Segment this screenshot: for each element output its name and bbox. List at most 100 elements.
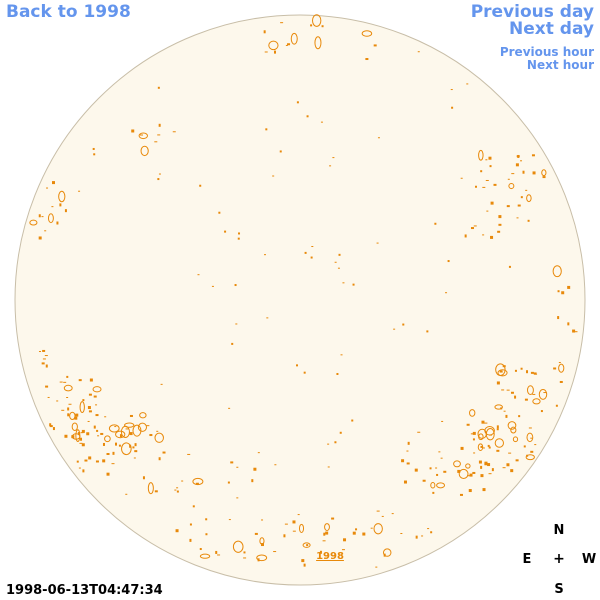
feature-mark (505, 414, 508, 418)
feature-mark (468, 489, 472, 493)
feature-mark (343, 538, 347, 542)
feature-mark (484, 462, 488, 466)
feature-mark (76, 460, 79, 463)
feature-mark (381, 515, 384, 517)
year-marker-link[interactable]: 1998 (316, 551, 344, 562)
feature-mark (119, 434, 122, 438)
feature-contour (478, 433, 484, 441)
feature-mark (118, 444, 121, 447)
feature-mark (332, 157, 335, 159)
feature-mark (438, 451, 441, 453)
feature-mark (530, 450, 534, 453)
feature-contour (494, 438, 504, 448)
feature-mark (406, 462, 410, 465)
feature-mark (74, 416, 78, 420)
feature-contour (430, 481, 436, 489)
feature-mark (311, 246, 314, 248)
feature-mark (231, 342, 234, 345)
back-to-year-link[interactable]: Back to 1998 (6, 2, 131, 22)
feature-mark (485, 179, 489, 181)
feature-mark (287, 43, 291, 46)
feature-mark (342, 282, 345, 284)
feature-mark (71, 435, 75, 439)
feature-mark (92, 147, 95, 150)
feature-mark (528, 427, 532, 429)
feature-contour (290, 32, 298, 45)
feature-mark (195, 482, 199, 485)
compass-center-mark: + (553, 551, 565, 567)
feature-contour (477, 443, 484, 451)
feature-contour (115, 430, 126, 439)
feature-mark (88, 410, 92, 413)
feature-mark (514, 369, 517, 372)
feature-mark (59, 381, 63, 383)
feature-mark (174, 489, 177, 491)
feature-mark (508, 452, 512, 454)
feature-mark (296, 364, 299, 367)
feature-mark (211, 285, 214, 287)
feature-mark (352, 283, 355, 286)
feature-contour (268, 40, 279, 51)
feature-contour (120, 425, 130, 439)
next-hour-link[interactable]: Next hour (526, 58, 594, 72)
feature-mark (205, 518, 208, 521)
feature-mark (93, 395, 97, 398)
feature-mark (377, 137, 380, 139)
feature-mark (555, 404, 558, 407)
feature-mark (542, 176, 546, 179)
feature-mark (516, 155, 520, 158)
feature-mark (567, 322, 570, 326)
feature-mark (158, 123, 161, 127)
feature-mark (340, 354, 343, 356)
feature-mark (81, 429, 85, 433)
feature-mark (334, 441, 337, 444)
feature-mark (403, 480, 407, 484)
feature-mark (52, 427, 55, 431)
feature-mark (156, 430, 159, 432)
feature-contour (538, 389, 548, 400)
feature-contour (256, 554, 268, 562)
feature-mark (445, 292, 448, 294)
next-day-link[interactable]: Next day (509, 19, 594, 39)
feature-mark (84, 459, 88, 462)
feature-contour (465, 463, 471, 469)
feature-mark (63, 381, 67, 383)
feature-mark (499, 370, 503, 373)
feature-mark (66, 375, 69, 378)
feature-mark (158, 457, 161, 461)
feature-mark (38, 214, 41, 218)
feature-contour (324, 523, 330, 532)
feature-mark (236, 466, 239, 468)
feature-mark (484, 422, 488, 424)
feature-mark (95, 414, 99, 417)
feature-contour (29, 219, 38, 226)
feature-contour (104, 435, 111, 443)
feature-mark (466, 83, 469, 85)
feature-mark (132, 446, 135, 449)
feature-mark (493, 183, 497, 186)
feature-mark (400, 532, 403, 534)
feature-mark (532, 393, 536, 395)
feature-contour (526, 432, 534, 443)
feature-contour (526, 385, 534, 396)
feature-mark (524, 398, 528, 401)
feature-mark (66, 397, 69, 399)
feature-mark (510, 391, 514, 394)
feature-mark (534, 444, 537, 446)
feature-mark (320, 121, 323, 123)
feature-mark (199, 548, 202, 551)
feature-mark (95, 460, 99, 463)
feature-contour (436, 482, 446, 489)
feature-contour (373, 523, 383, 535)
feature-mark (263, 30, 266, 34)
previous-day-link[interactable]: Previous day (470, 2, 594, 22)
feature-mark (234, 284, 237, 287)
feature-mark (497, 230, 501, 233)
previous-hour-link[interactable]: Previous hour (499, 45, 594, 59)
feature-mark (224, 230, 227, 233)
feature-mark (274, 464, 277, 466)
feature-mark (426, 330, 429, 333)
feature-mark (391, 513, 394, 515)
feature-mark (47, 396, 50, 398)
